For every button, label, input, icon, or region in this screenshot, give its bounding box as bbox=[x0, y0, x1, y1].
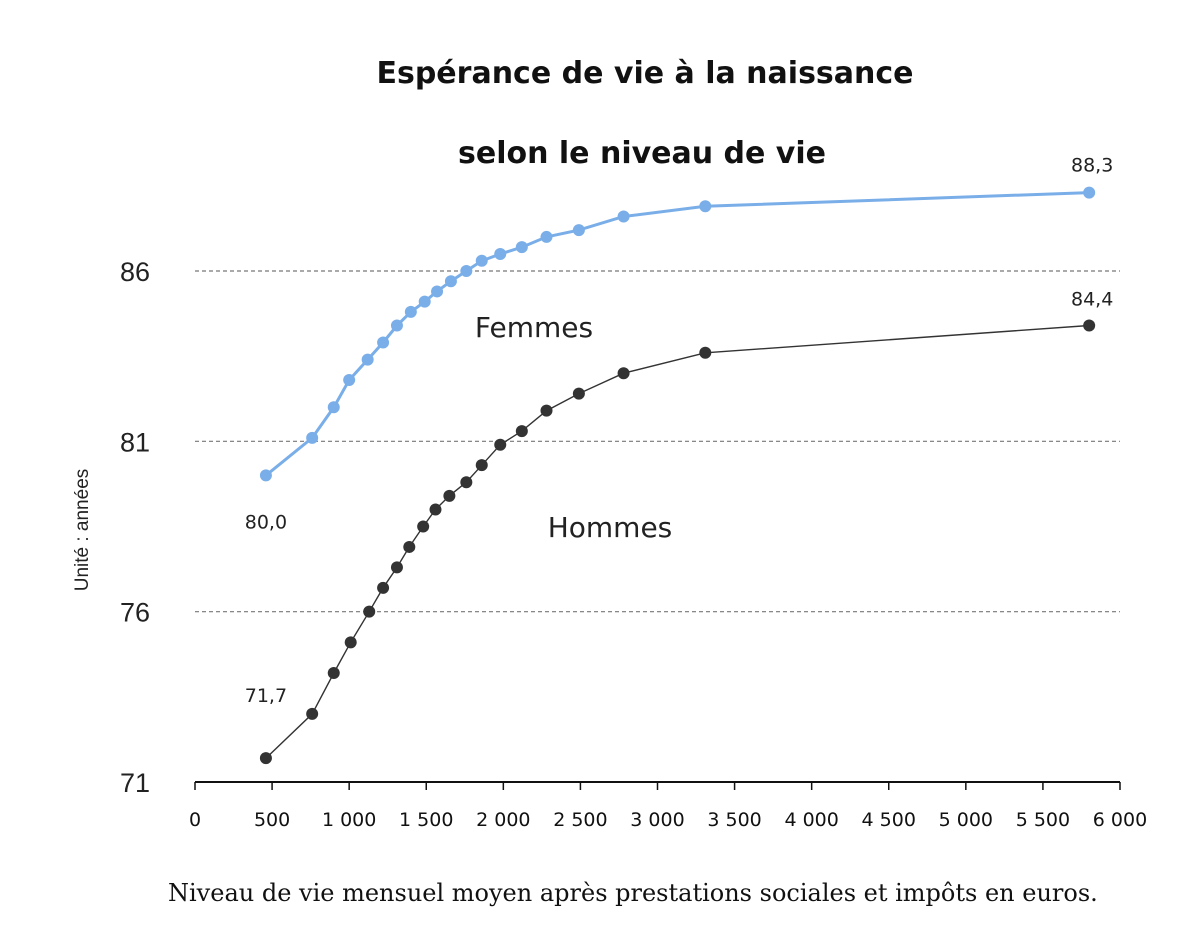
data-point-femmes bbox=[259, 469, 272, 482]
y-tick-label: 86 bbox=[120, 257, 150, 287]
x-axis-label: Niveau de vie mensuel moyen après presta… bbox=[168, 879, 1098, 907]
data-point-hommes bbox=[1083, 319, 1096, 332]
x-tick-label: 1 500 bbox=[399, 809, 453, 831]
x-tick-label: 2 000 bbox=[476, 809, 530, 831]
data-point-femmes bbox=[390, 319, 403, 332]
gridlines bbox=[195, 270, 1120, 613]
data-point-femmes bbox=[494, 247, 507, 260]
y-tick-label: 71 bbox=[120, 768, 150, 798]
data-point-hommes bbox=[363, 605, 376, 618]
data-point-femmes bbox=[1083, 186, 1096, 199]
data-point-hommes bbox=[515, 425, 528, 438]
data-point-femmes bbox=[699, 200, 712, 213]
data-point-femmes bbox=[540, 230, 553, 243]
data-label-femmes: 80,0 bbox=[245, 511, 287, 533]
y-tick-label: 76 bbox=[120, 598, 150, 628]
series-line-hommes bbox=[265, 324, 1090, 759]
x-tick-label: 2 500 bbox=[553, 809, 607, 831]
x-tick-label: 4 500 bbox=[862, 809, 916, 831]
data-point-femmes bbox=[444, 275, 457, 288]
data-point-hommes bbox=[572, 387, 585, 400]
data-point-femmes bbox=[306, 431, 319, 444]
data-point-hommes bbox=[494, 438, 507, 451]
data-label-femmes: 88,3 bbox=[1071, 155, 1113, 177]
data-point-femmes bbox=[431, 285, 444, 298]
data-point-hommes bbox=[344, 636, 357, 649]
data-label-hommes: 71,7 bbox=[245, 685, 287, 707]
series-femmes bbox=[259, 186, 1096, 482]
data-point-hommes bbox=[429, 503, 442, 516]
data-point-hommes bbox=[475, 459, 488, 472]
data-point-hommes bbox=[259, 752, 272, 765]
data-point-hommes bbox=[403, 540, 416, 553]
data-label-hommes: 84,4 bbox=[1071, 289, 1113, 311]
data-point-femmes bbox=[515, 241, 528, 254]
data-point-hommes bbox=[377, 581, 390, 594]
data-point-hommes bbox=[306, 707, 319, 720]
data-point-femmes bbox=[460, 265, 473, 277]
data-point-femmes bbox=[404, 305, 417, 318]
series-label-femmes: Femmes bbox=[475, 311, 593, 344]
x-tick-label: 1 000 bbox=[322, 809, 376, 831]
series-label-hommes: Hommes bbox=[548, 511, 673, 544]
data-point-femmes bbox=[327, 401, 340, 414]
data-point-hommes bbox=[390, 561, 403, 574]
y-axis-label: Unité : années bbox=[72, 469, 93, 592]
data-point-hommes bbox=[460, 476, 473, 489]
data-point-femmes bbox=[418, 295, 431, 308]
data-point-hommes bbox=[699, 346, 712, 359]
x-tick-label: 5 000 bbox=[939, 809, 993, 831]
y-tick-label: 81 bbox=[120, 427, 150, 457]
chart-title-line1: Espérance de vie à la naissance bbox=[376, 56, 913, 91]
x-tick-label: 3 000 bbox=[630, 809, 684, 831]
x-axis bbox=[194, 781, 1121, 790]
chart-title-line2: selon le niveau de vie bbox=[458, 136, 826, 171]
x-tick-label: 3 500 bbox=[707, 809, 761, 831]
data-point-hommes bbox=[327, 666, 340, 679]
series bbox=[259, 186, 1096, 765]
series-hommes bbox=[259, 319, 1096, 765]
data-point-femmes bbox=[343, 374, 356, 387]
data-point-femmes bbox=[617, 210, 630, 223]
y-tick-labels: 71 76 81 86 bbox=[120, 257, 150, 798]
x-tick-label: 500 bbox=[254, 809, 290, 831]
data-point-hommes bbox=[540, 404, 553, 417]
x-tick-labels: 0 500 1 000 1 500 2 000 2 500 3 000 3 500 4 000 4… bbox=[189, 809, 1147, 831]
data-labels: 80,0 88,3 71,7 84,4 bbox=[245, 155, 1114, 708]
data-point-hommes bbox=[617, 367, 630, 380]
data-point-hommes bbox=[417, 520, 430, 533]
data-point-femmes bbox=[475, 254, 488, 267]
data-point-femmes bbox=[377, 336, 390, 349]
x-tick-label: 4 000 bbox=[784, 809, 838, 831]
x-tick-label: 5 500 bbox=[1016, 809, 1070, 831]
data-point-femmes bbox=[572, 224, 585, 237]
data-point-femmes bbox=[361, 353, 374, 366]
x-tick-label: 0 bbox=[189, 809, 201, 831]
data-point-hommes bbox=[443, 489, 456, 502]
x-tick-label: 6 000 bbox=[1093, 809, 1147, 831]
